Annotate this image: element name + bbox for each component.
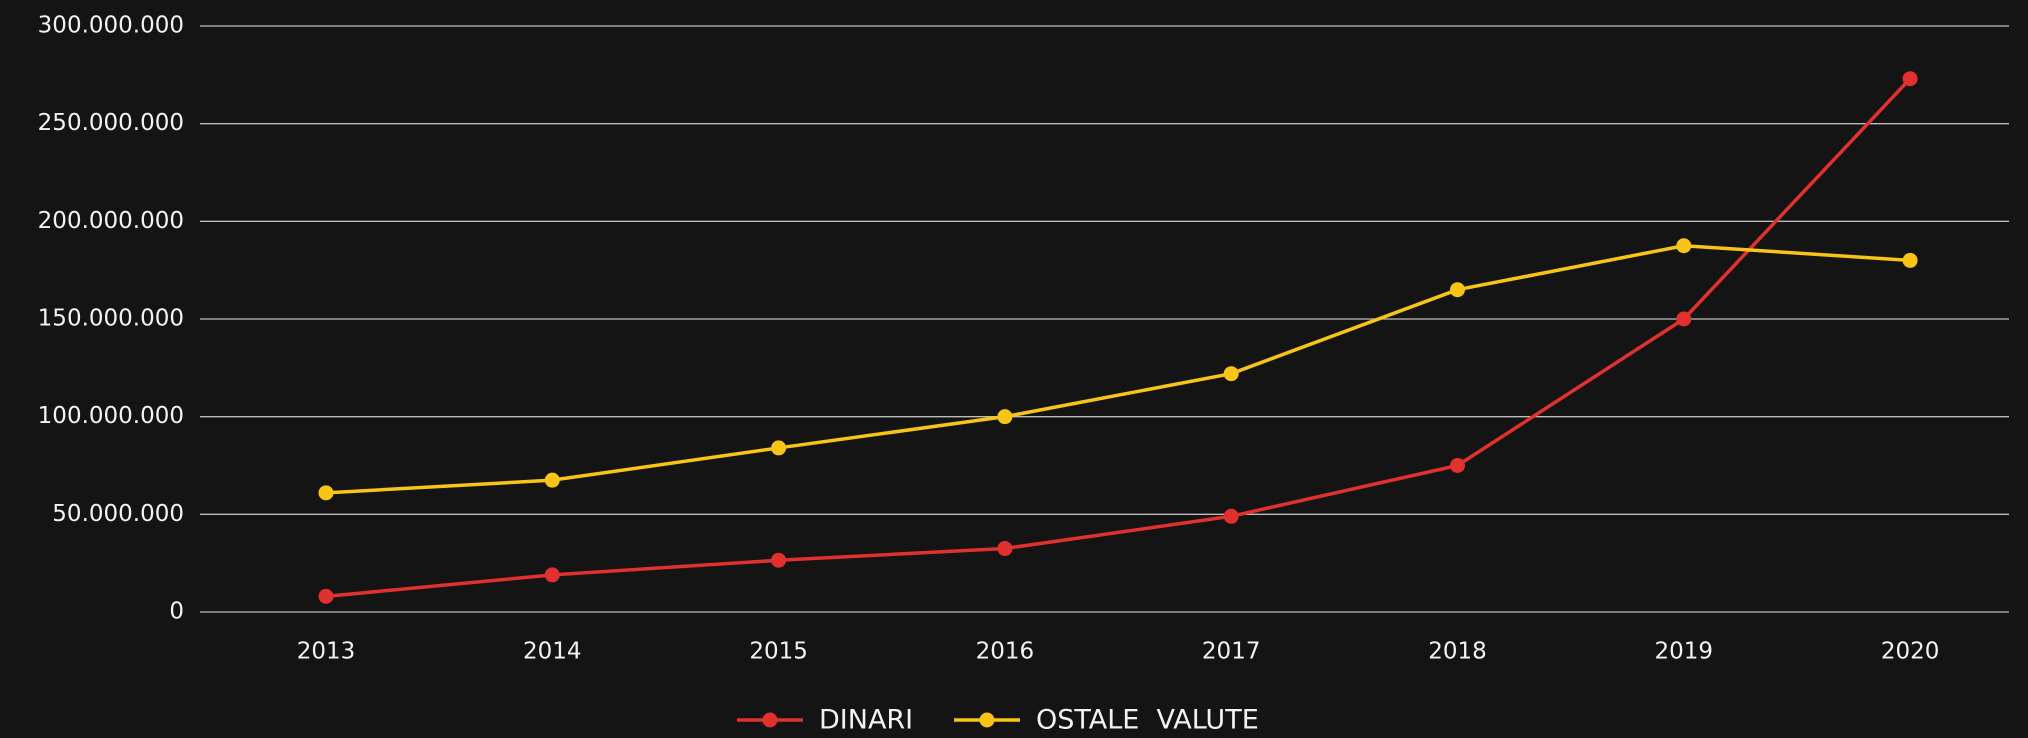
legend-marker <box>762 712 778 728</box>
data-point <box>997 409 1013 425</box>
data-point <box>771 440 787 456</box>
series-line <box>325 77 1912 599</box>
x-tick-label: 2016 <box>976 639 1035 665</box>
x-tick-label: 2014 <box>523 639 582 665</box>
data-point <box>1676 238 1692 254</box>
data-point <box>771 552 787 568</box>
data-point <box>1450 282 1465 298</box>
x-tick-label: 2015 <box>749 639 808 665</box>
data-point <box>318 588 334 604</box>
data-point <box>544 567 560 583</box>
y-tick-label: 150.000.000 <box>38 306 184 332</box>
data-point <box>1223 366 1239 382</box>
x-tick-label: 2017 <box>1202 639 1261 665</box>
y-tick-label: 100.000.000 <box>38 403 184 429</box>
data-point <box>997 541 1013 557</box>
x-tick-label: 2013 <box>297 639 356 665</box>
data-point <box>1676 311 1692 327</box>
data-point <box>1223 508 1239 524</box>
x-tick-label: 2019 <box>1655 639 1714 665</box>
x-tick-label: 2020 <box>1881 639 1940 665</box>
y-tick-label: 50.000.000 <box>52 501 184 527</box>
series-line <box>325 244 1911 495</box>
legend-marker <box>979 712 995 728</box>
y-tick-label: 250.000.000 <box>38 110 184 136</box>
y-tick-label: 300.000.000 <box>38 13 184 39</box>
legend-label: OSTALE VALUTE <box>1036 705 1259 736</box>
data-point <box>544 472 560 488</box>
legend-label: DINARI <box>819 705 913 736</box>
data-point <box>1902 252 1918 268</box>
x-tick-label: 2018 <box>1428 639 1487 665</box>
data-point <box>318 485 334 501</box>
y-tick-label: 200.000.000 <box>38 208 184 234</box>
y-tick-label: 0 <box>169 599 184 625</box>
data-point <box>1902 71 1918 87</box>
data-point <box>1450 458 1465 473</box>
